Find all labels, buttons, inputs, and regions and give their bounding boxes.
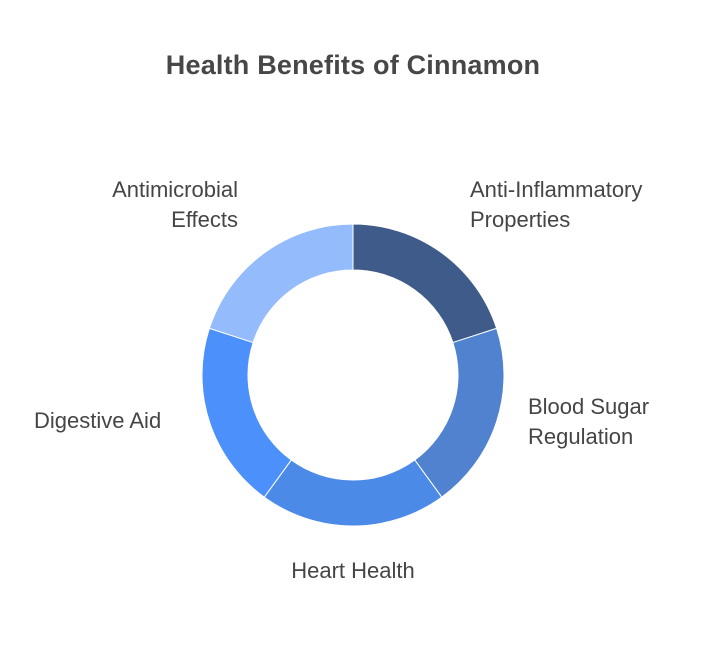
segment-anti-inflammatory <box>352 223 498 344</box>
segment-digestive-aid <box>201 327 292 498</box>
label-antimicrobial: Antimicrobial Effects <box>112 177 238 232</box>
segment-blood-sugar <box>414 327 505 498</box>
segment-antimicrobial <box>208 223 354 344</box>
label-digestive-aid: Digestive Aid <box>34 408 162 433</box>
segment-heart-health <box>263 459 443 527</box>
label-blood-sugar: Blood Sugar Regulation <box>528 394 650 449</box>
diagram-title: Health Benefits of Cinnamon <box>165 50 541 80</box>
label-heart-health: Heart Health <box>291 558 415 583</box>
label-anti-inflammatory: Anti-Inflammatory Properties <box>470 177 643 232</box>
